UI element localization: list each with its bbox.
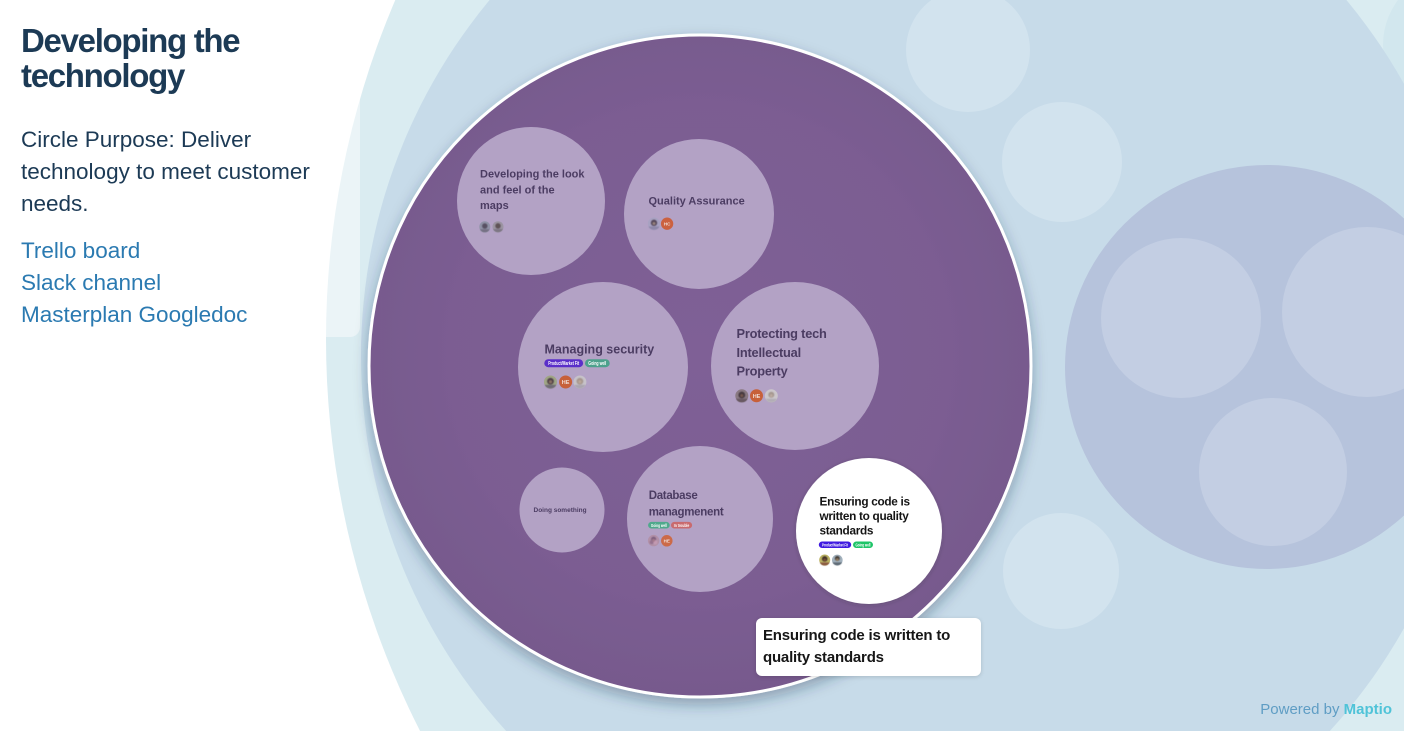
svg-text:Intellectual: Intellectual [737,345,801,360]
svg-text:managmenent: managmenent [649,507,724,519]
svg-text:Product/Market Fit: Product/Market Fit [822,543,848,548]
svg-text:and feel of the: and feel of the [480,184,555,196]
svg-text:Going well: Going well [588,361,606,367]
svg-text:In trouble: In trouble [674,523,690,528]
svg-text:Database: Database [649,490,698,502]
svg-text:HE: HE [664,539,670,544]
svg-text:maps: maps [480,200,509,212]
svg-text:Property: Property [737,364,789,379]
svg-text:Going well: Going well [651,523,667,528]
svg-text:standards: standards [820,523,874,537]
svg-text:written to quality: written to quality [819,509,910,523]
svg-text:HE: HE [562,380,570,386]
svg-text:Developing the look: Developing the look [480,169,585,181]
svg-text:Ensuring code is: Ensuring code is [820,494,911,508]
svg-text:Doing something: Doing something [534,507,587,514]
svg-text:Product/Market Fit: Product/Market Fit [548,361,579,367]
svg-text:Managing security: Managing security [545,343,655,357]
svg-text:HE: HE [753,394,761,400]
svg-text:Quality Assurance: Quality Assurance [649,196,745,208]
svg-text:Going well: Going well [856,543,871,548]
svg-text:Protecting tech: Protecting tech [737,326,828,341]
svg-text:HC: HC [664,222,671,227]
